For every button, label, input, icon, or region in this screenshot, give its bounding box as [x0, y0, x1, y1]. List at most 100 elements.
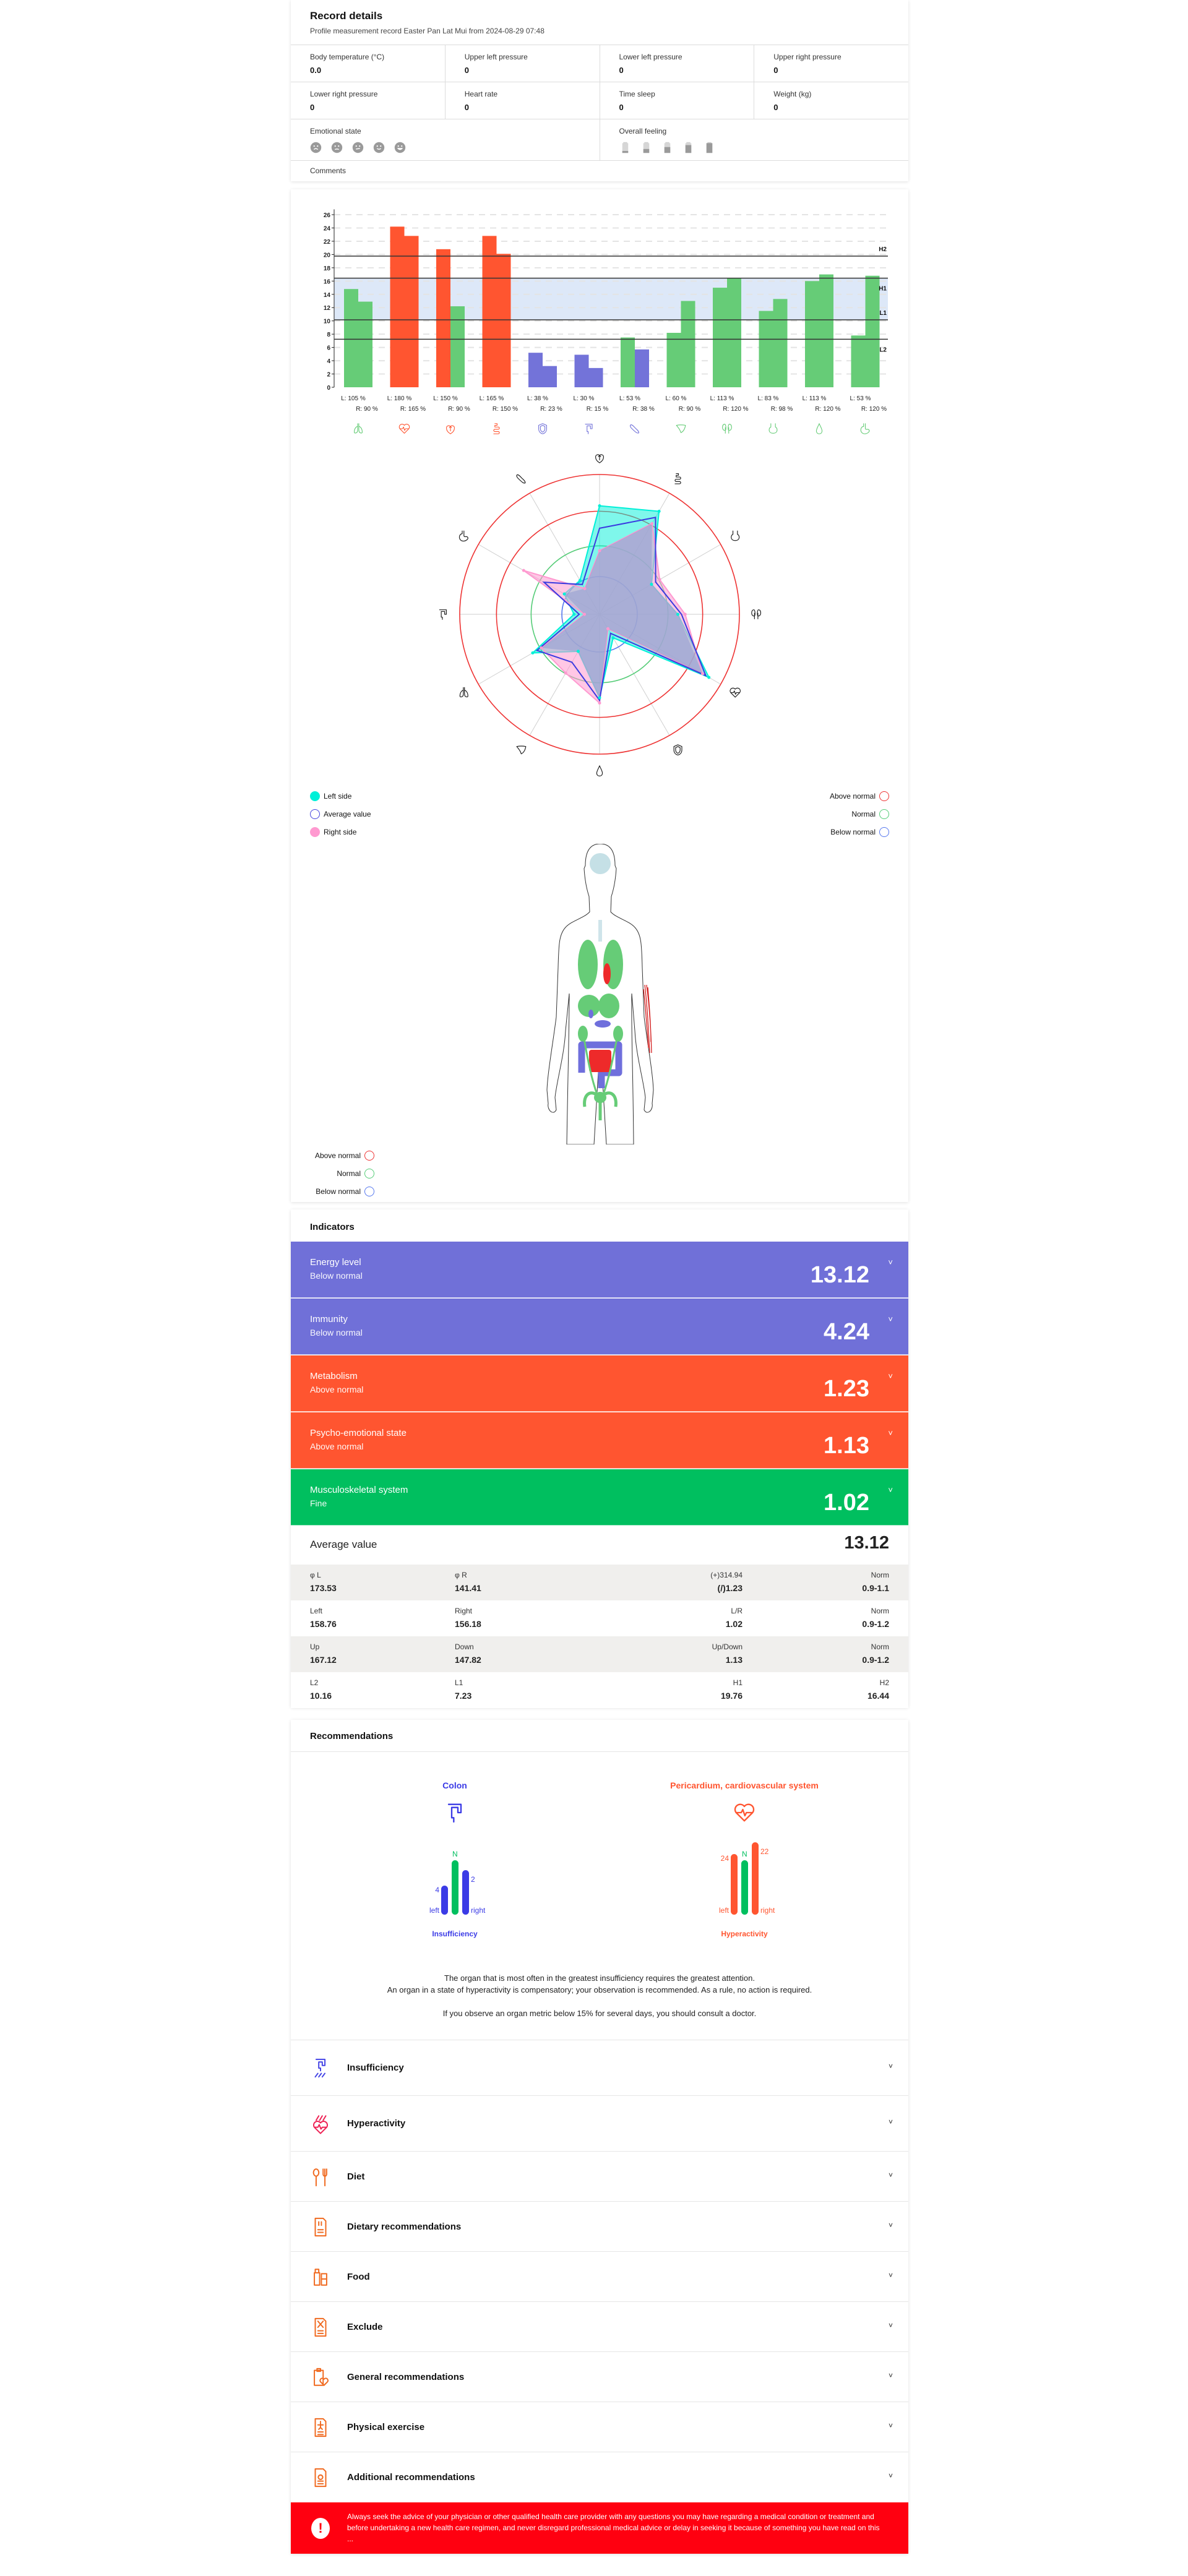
bar-r-bladder[interactable]	[773, 299, 788, 387]
organ-name: Pericardium, cardiovascular system	[670, 1780, 819, 1790]
bar-r-liver[interactable]	[681, 301, 695, 387]
accordion-insufficiency[interactable]: Insufficiency ˅	[291, 2040, 908, 2095]
chevron-down-icon[interactable]: ˅	[888, 1315, 893, 1324]
chevron-down-icon[interactable]: ˅	[888, 1258, 893, 1267]
radar-point	[583, 612, 587, 616]
bar-r-colon[interactable]	[588, 367, 603, 387]
bar-r-small-intestine[interactable]	[496, 254, 511, 387]
battery-level-icon[interactable]	[661, 142, 673, 153]
colon-icon	[439, 609, 447, 620]
stats-label: H2	[879, 1678, 889, 1687]
check-document-icon	[314, 2468, 327, 2488]
chevron-down-icon[interactable]: ˅	[888, 2371, 893, 2380]
left-percent-label: L: 53 %	[619, 395, 640, 402]
bar-l-stomach[interactable]	[851, 335, 866, 387]
battery-level-icon[interactable]	[619, 142, 631, 153]
bar-r-immunity-shield[interactable]	[543, 366, 557, 387]
left-lung-organ	[578, 940, 598, 989]
bar-r-lungs[interactable]	[358, 301, 372, 387]
stats-table-row: Up 167.12 Down 147.82 Up/Down 1.13 Norm 0.9-1.2	[291, 1636, 908, 1672]
stats-label: (+)314.94	[710, 1571, 742, 1579]
y-tick-label: 12	[324, 305, 331, 312]
chevron-down-icon[interactable]: ˅	[888, 2421, 893, 2430]
chevron-down-icon[interactable]: ˅	[888, 1372, 893, 1381]
bar-r-pancreas[interactable]	[635, 349, 649, 387]
stats-label: Norm	[871, 1607, 889, 1615]
bar-l-heart[interactable]	[390, 226, 405, 387]
note-line: An organ in a state of hyperactivity is …	[387, 1985, 812, 1994]
bar-l-gallbladder[interactable]	[805, 281, 819, 387]
accordion-diet[interactable]: Diet ˅	[291, 2151, 908, 2201]
chevron-down-icon[interactable]: ˅	[888, 2471, 893, 2480]
battery-level-icon[interactable]	[640, 142, 652, 153]
chevron-down-icon[interactable]: ˅	[888, 2118, 893, 2126]
accordion-general-recommendations[interactable]: General recommendations ˅	[291, 2351, 908, 2402]
chevron-down-icon[interactable]: ˅	[888, 1428, 893, 1438]
legend-item-left-side: Left side	[310, 791, 351, 801]
mini-chart-label: 4	[435, 1886, 439, 1894]
bar-r-gallbladder[interactable]	[819, 274, 833, 387]
left-percent-label: L: 30 %	[574, 395, 595, 402]
radar-point	[650, 522, 654, 525]
bar-l-liver[interactable]	[666, 333, 681, 387]
bar-r-heart[interactable]	[404, 236, 419, 387]
accordion-dietary-recommendations[interactable]: Dietary recommendations ˅	[291, 2201, 908, 2251]
field-label: Lower right pressure	[310, 90, 378, 98]
stats-label: φ L	[310, 1571, 321, 1579]
accordion-physical-exercise[interactable]: Physical exercise ˅	[291, 2402, 908, 2452]
indicator-energy-level[interactable]: Energy level Below normal 13.12 ˅	[291, 1242, 908, 1298]
bar-r-pericardium[interactable]	[450, 306, 465, 387]
bar-r-kidneys[interactable]	[727, 278, 741, 387]
small-intestine-icon	[493, 423, 500, 434]
bar-l-lungs[interactable]	[344, 289, 358, 387]
stats-label: L/R	[731, 1607, 742, 1615]
bar-l-immunity-shield[interactable]	[528, 353, 543, 387]
note-line: If you observe an organ metric below 15%…	[442, 2009, 757, 2018]
stats-value: 1.02	[725, 1619, 742, 1629]
lungs-icon	[459, 687, 468, 698]
bar-l-kidneys[interactable]	[713, 288, 727, 387]
average-value: 13.12	[844, 1533, 889, 1553]
stats-table-row: L2 10.16 L1 7.23 H1 19.76 H2 16.44	[291, 1672, 908, 1708]
accordion-exclude[interactable]: Exclude ˅	[291, 2301, 908, 2351]
chevron-down-icon[interactable]: ˅	[888, 1485, 893, 1495]
bar-r-stomach[interactable]	[865, 275, 880, 387]
heart-up-arrows-icon	[312, 2115, 329, 2134]
bar-l-pericardium[interactable]	[436, 249, 450, 387]
battery-level-icon[interactable]	[704, 142, 715, 153]
sad-face-icon[interactable]	[331, 142, 343, 153]
indicator-immunity[interactable]: Immunity Below normal 4.24 ˅	[291, 1299, 908, 1355]
accordion-food[interactable]: Food ˅	[291, 2251, 908, 2301]
smile-face-icon[interactable]	[373, 142, 385, 153]
field-label: Upper left pressure	[464, 53, 528, 61]
chevron-down-icon[interactable]: ˅	[888, 2270, 893, 2280]
happy-face-icon[interactable]	[394, 142, 406, 153]
indicator-musculoskeletal-system[interactable]: Musculoskeletal system Fine 1.02 ˅	[291, 1469, 908, 1526]
very-sad-face-icon[interactable]	[310, 142, 322, 153]
bar-l-colon[interactable]	[574, 354, 589, 387]
chevron-down-icon[interactable]: ˅	[888, 2321, 893, 2330]
accordion-hyperactivity[interactable]: Hyperactivity ˅	[291, 2095, 908, 2151]
radar-point	[540, 646, 543, 650]
radar-point	[522, 569, 525, 572]
field-weight: Weight (kg) 0	[754, 82, 908, 119]
chevron-down-icon[interactable]: ˅	[888, 2220, 893, 2230]
colon-icon	[585, 424, 593, 434]
accordion-additional-recommendations[interactable]: Additional recommendations ˅	[291, 2452, 908, 2502]
indicator-metabolism[interactable]: Metabolism Above normal 1.23 ˅	[291, 1355, 908, 1412]
accordion-label: General recommendations	[347, 2371, 465, 2382]
stats-value: 0.9-1.2	[862, 1619, 889, 1629]
stats-label: Up	[310, 1642, 320, 1651]
neutral-face-icon[interactable]	[352, 142, 364, 153]
stats-cell: L1 7.23	[455, 1678, 471, 1701]
bar-l-pancreas[interactable]	[621, 337, 635, 387]
battery-level-icon[interactable]	[682, 142, 694, 153]
bar-l-bladder[interactable]	[759, 311, 773, 387]
indicator-psycho-emotional-state[interactable]: Psycho-emotional state Above normal 1.13 ˅	[291, 1412, 908, 1469]
indicator-status: Below normal	[310, 1328, 363, 1337]
chevron-down-icon[interactable]: ˅	[888, 2170, 893, 2179]
left-bar	[731, 1854, 738, 1915]
chevron-down-icon[interactable]: ˅	[888, 2062, 893, 2071]
bar-l-small-intestine[interactable]	[482, 236, 497, 387]
field-time-sleep: Time sleep 0	[600, 82, 755, 119]
